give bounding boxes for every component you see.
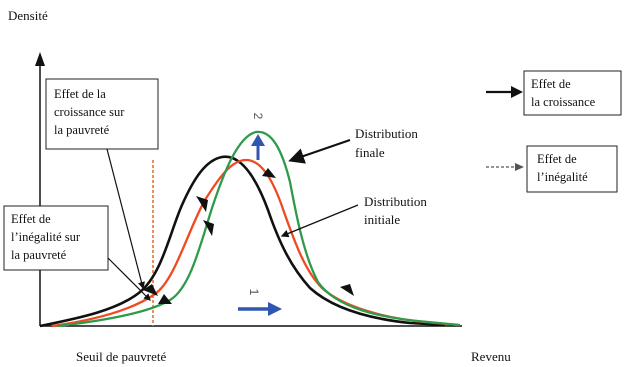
- box-line: Effet de la: [54, 87, 106, 101]
- box-line: Effet de: [531, 77, 571, 91]
- marker-number-top: 2: [251, 113, 265, 120]
- horizontal-shift-arrowhead: [268, 302, 282, 316]
- box-line: l’inégalité: [537, 170, 588, 184]
- box-line: la croissance: [531, 95, 596, 109]
- threshold-label: Seuil de pauvreté: [76, 349, 166, 364]
- growth-effect-pointer: [106, 148, 145, 290]
- marker-number-bottom: 1: [247, 289, 261, 296]
- legend-growth-box: Effet de la croissance: [523, 70, 622, 116]
- legend-inequality-box: Effet de l’inégalité: [526, 145, 618, 193]
- box-line: croissance sur: [54, 105, 125, 119]
- curve-arrow-3: [262, 168, 276, 178]
- curve-arrow-1: [196, 196, 208, 212]
- curve-arrow-2: [203, 220, 214, 236]
- initial-distribution-label-1: Distribution: [364, 194, 427, 209]
- legend-inequality-arrowhead: [515, 163, 524, 171]
- growth-effect-poverty-box: Effet de la croissance sur la pauvreté: [45, 78, 159, 150]
- curve-arrow-4: [143, 284, 158, 296]
- box-line: la pauvreté: [11, 248, 67, 262]
- final-distribution-label-2: finale: [355, 145, 385, 160]
- initial-distribution-label-2: initiale: [364, 212, 400, 227]
- final-distribution-label-1: Distribution: [355, 126, 418, 141]
- box-line: Effet de: [11, 212, 51, 226]
- y-axis-label: Densité: [8, 8, 48, 23]
- inequality-effect-pointer: [107, 257, 151, 301]
- final-distribution-pointer: [288, 139, 351, 164]
- inequality-effect-poverty-box: Effet de l’inégalité sur la pauvreté: [3, 205, 109, 271]
- box-line: l’inégalité sur: [11, 230, 81, 244]
- box-line: Effet de: [537, 152, 577, 166]
- initial-distribution-pointer: [280, 204, 359, 238]
- intermediate-distribution-curve: [51, 158, 459, 328]
- y-axis-arrow: [35, 52, 45, 66]
- legend-growth-arrowhead: [511, 86, 523, 98]
- vertical-shift-arrowhead: [251, 134, 265, 146]
- curve-arrow-6: [340, 284, 354, 296]
- final-distribution-curve: [57, 130, 461, 328]
- initial-distribution-curve: [39, 155, 446, 328]
- curve-arrow-5: [158, 294, 172, 304]
- box-line: la pauvreté: [54, 123, 110, 137]
- x-axis-label: Revenu: [471, 349, 511, 364]
